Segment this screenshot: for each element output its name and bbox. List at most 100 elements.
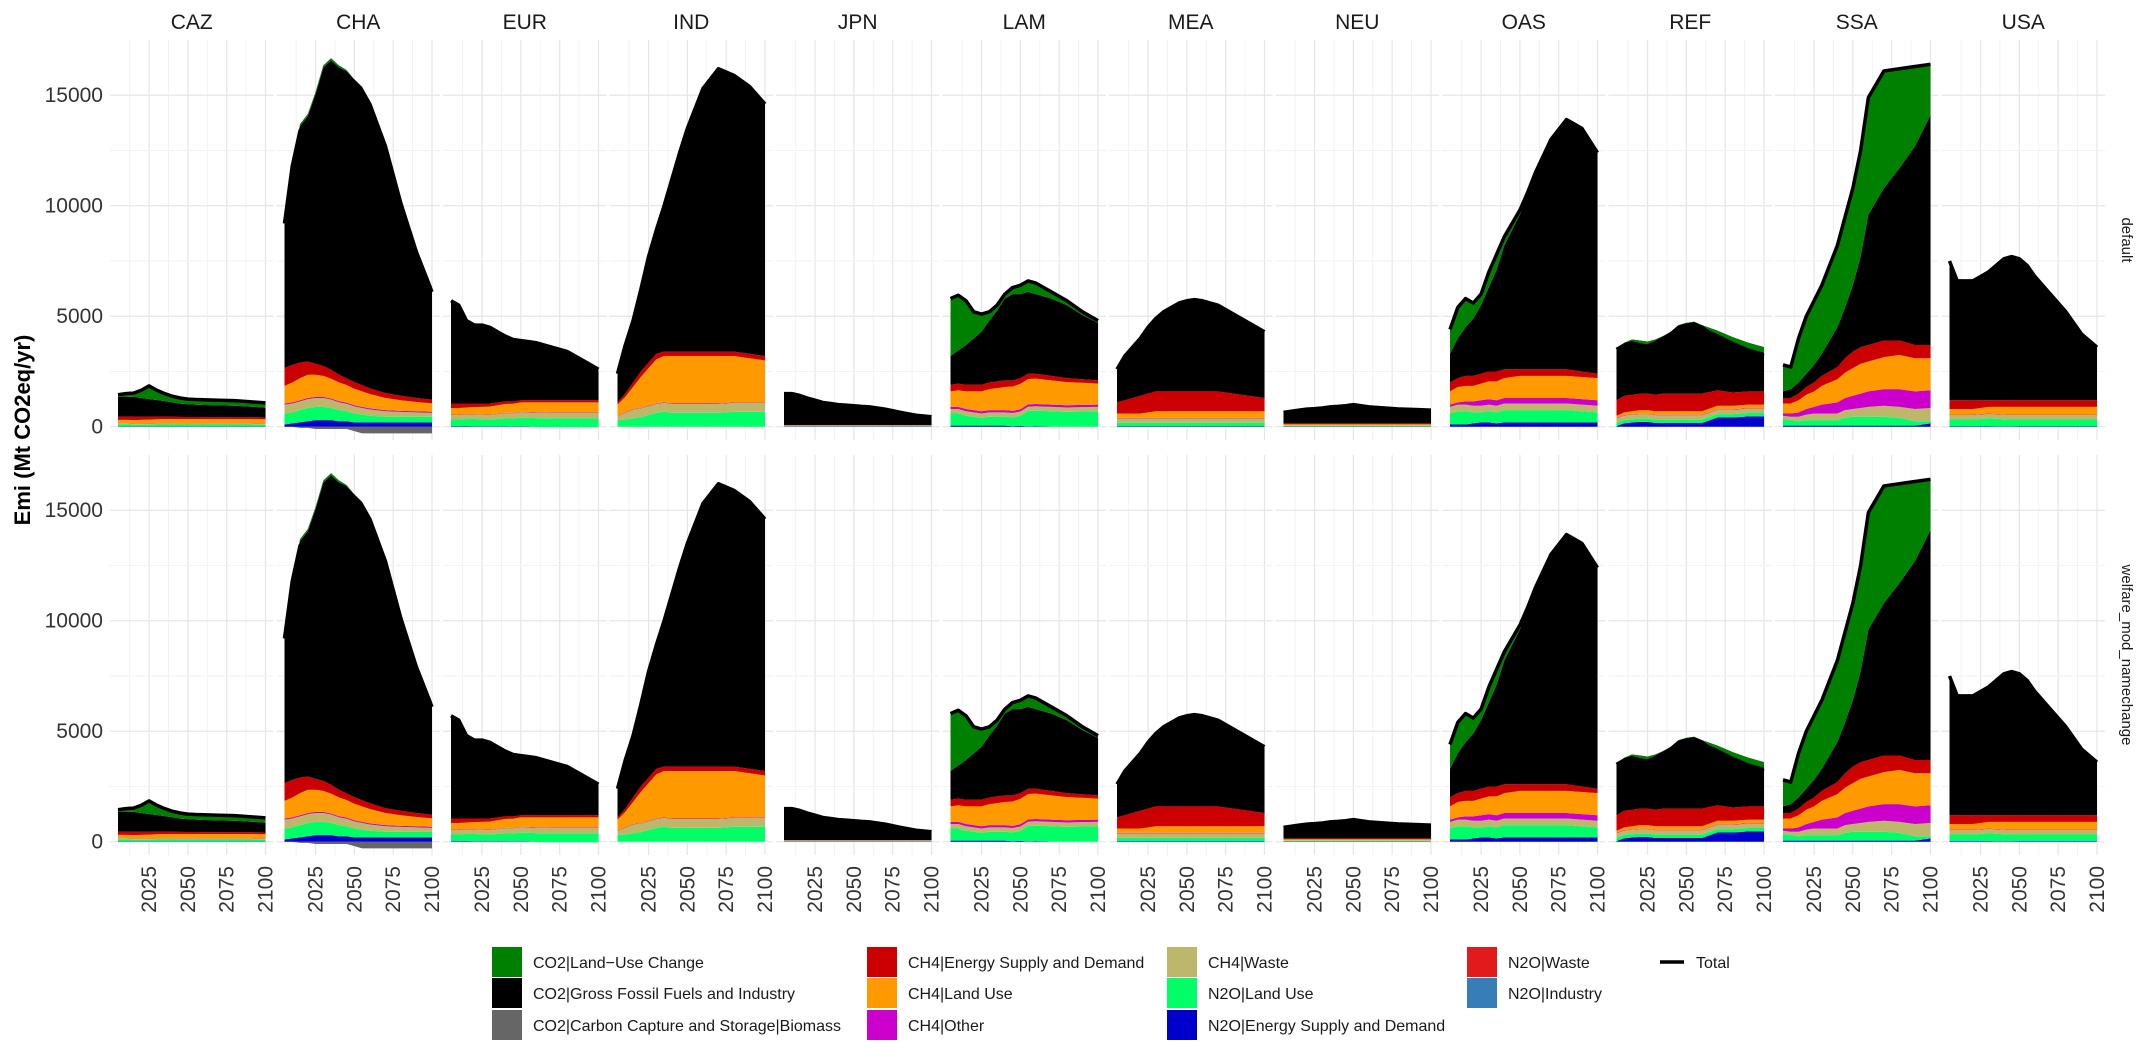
facet-strip-label: JPN [838,11,878,34]
x-tick-label: 2050 [1509,866,1532,913]
x-tick-label: 2075 [382,866,405,913]
legend-label: N2O|Land Use [1208,986,1314,1003]
legend-key-swatch [1467,947,1497,977]
panel-cha: 2025 2050 2075 2100 [277,455,445,913]
y-tick-label: 15000 [45,499,103,522]
panel-lam: 2025 2050 2075 2100 [943,455,1111,913]
legend-label: CH4|Land Use [908,986,1013,1003]
x-tick-label: 2050 [2008,866,2031,913]
legend-key-swatch [1467,978,1497,1008]
facet-strip-label: USA [2002,11,2045,34]
area-ch4-land [1284,839,1432,840]
legend-label: CH4|Other [908,1018,985,1035]
panel-eur: EUR [443,11,607,440]
area-ch4-waste [1284,425,1432,426]
panel-neu: NEU [1276,11,1440,440]
area-gross-ff [1950,257,2098,401]
area-n2o-energy [1950,841,2098,842]
x-tick-label: 2075 [715,866,738,913]
x-tick-label: 2050 [1009,866,1032,913]
x-tick-label: 2025 [1137,866,1160,913]
y-tick-label: 5000 [56,720,103,743]
x-tick-label: 2075 [216,866,239,913]
facet-strip-label: OAS [1502,11,1546,34]
panel-ref: 2025 2050 2075 2100 [1609,455,1777,913]
x-tick-label: 2025 [471,866,494,913]
legend-key-swatch [867,1010,897,1040]
y-tick-label: 0 [91,831,103,854]
x-tick-label: 2050 [843,866,866,913]
y-axis-label: Emi (Mt CO2eq/yr) [10,335,35,526]
area-n2o-land [1950,418,2098,426]
facet-strip-label: NEU [1335,11,1379,34]
x-tick-label: 2025 [638,866,661,913]
x-tick-label: 2050 [1842,866,1865,913]
area-n2o-energy [1950,426,2098,427]
area-gross-ff [451,302,599,404]
legend-key-swatch [867,947,897,977]
x-tick-label: 2100 [1920,866,1943,913]
x-tick-label: 2100 [588,866,611,913]
x-tick-label: 2050 [510,866,533,913]
area-ch4-waste [1117,833,1265,837]
x-tick-label: 2050 [343,866,366,913]
panel-usa: USA [1942,11,2106,440]
area-ch4-energy [1284,423,1432,424]
area-co2-carbon-capture-storage-biomass [285,842,433,849]
area-ch4-waste [1284,840,1432,841]
panel-mea: MEA [1109,11,1273,440]
legend-label: CO2|Gross Fossil Fuels and Industry [533,986,795,1003]
area-gross-ff [1284,820,1432,839]
facet-row-label: default [2118,217,2135,263]
facet-strip-label: REF [1669,11,1711,34]
area-n2o-land [1117,838,1265,841]
panel-caz: 2025 2050 2075 2100 [110,455,278,913]
x-tick-label: 2025 [971,866,994,913]
panel-oas: OAS [1442,11,1606,440]
x-tick-label: 2050 [1176,866,1199,913]
area-n2o-energy [1117,426,1265,427]
area-gross-ff [1950,672,2098,816]
facet-strip-label: CHA [336,11,380,34]
panel-jpn: 2025 2050 2075 2100 [776,455,944,913]
y-tick-label: 10000 [45,195,103,218]
area-n2o-energy [1117,841,1265,842]
x-tick-label: 2050 [676,866,699,913]
panel-lam: LAM [943,11,1107,440]
facet-row-label: welfare_mod_namechange [2118,564,2135,746]
panel-caz: CAZ [110,11,274,440]
x-tick-label: 2100 [1753,866,1776,913]
area-n2o-land [1284,426,1432,427]
legend-key-swatch [492,947,522,977]
panel-neu: 2025 2050 2075 2100 [1276,455,1444,913]
legend-key-swatch [492,1010,522,1040]
facet-strip-label: SSA [1836,11,1878,34]
x-tick-label: 2050 [1675,866,1698,913]
legend-label: CO2|Carbon Capture and Storage|Biomass [533,1018,841,1035]
area-gross-ff [1117,715,1265,818]
panels-layer: default 0 5000 10000 15000 CAZ CHA EUR IND JPN LAM… [45,11,2135,913]
area-gross-ff [1284,405,1432,424]
x-tick-label: 2100 [421,866,444,913]
x-tick-label: 2075 [1215,866,1238,913]
area-n2o-land [451,418,599,428]
x-tick-label: 2050 [177,866,200,913]
y-tick-label: 0 [91,416,103,439]
x-tick-label: 2050 [1342,866,1365,913]
panel-ind: IND [610,11,774,440]
x-tick-label: 2075 [1881,866,1904,913]
area-ch4-land [1284,424,1432,425]
legend-key-swatch [1167,1010,1197,1040]
legend-key-swatch [1167,978,1197,1008]
x-tick-label: 2100 [1254,866,1277,913]
panel-eur: 2025 2050 2075 2100 [443,455,611,913]
panel-ssa: SSA [1775,11,1939,440]
x-tick-label: 2075 [1381,866,1404,913]
area-n2o-land [451,833,599,843]
area-ch4-waste [1117,418,1265,422]
legend-label: N2O|Waste [1508,955,1590,972]
panel-ind: 2025 2050 2075 2100 [610,455,778,913]
x-tick-label: 2100 [754,866,777,913]
legend: CO2|Land−Use Change CO2|Gross Fossil Fuel… [492,947,1730,1040]
